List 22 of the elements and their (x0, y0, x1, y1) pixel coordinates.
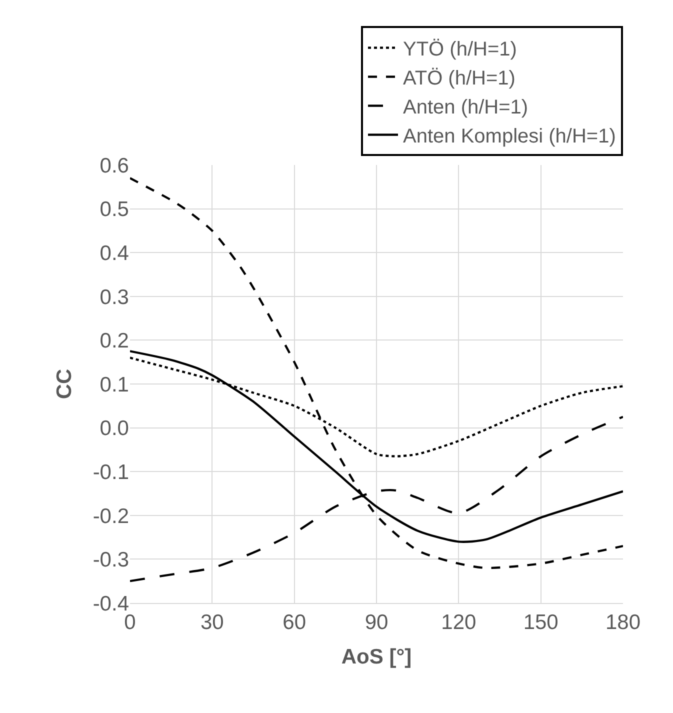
y-tick-label: 0.5 (100, 198, 129, 222)
y-tick-label: -0.3 (92, 548, 129, 572)
y-tick-label: 0.1 (100, 373, 129, 396)
y-tick-label: 0.3 (100, 286, 129, 309)
y-tick-label: 0.6 (100, 154, 129, 178)
x-tick-label: 60 (282, 611, 306, 634)
y-tick-label: 0.4 (100, 242, 130, 265)
x-tick-label: 180 (605, 611, 641, 634)
y-tick-label: -0.2 (92, 504, 129, 528)
y-tick-label: 0.0 (100, 417, 129, 440)
legend-label: Anten (h/H=1) (403, 96, 528, 119)
legend-label: YTÖ (h/H=1) (403, 38, 517, 61)
legend-label: Anten Komplesi (h/H=1) (403, 126, 616, 148)
y-axis-title: CC (52, 368, 76, 400)
x-tick-label: 150 (523, 611, 558, 634)
y-tick-label: 0.2 (100, 330, 129, 353)
x-tick-label: 120 (441, 611, 476, 634)
x-tick-label: 30 (200, 611, 224, 634)
legend-label: ATÖ (h/H=1) (403, 68, 516, 90)
x-axis-title: AoS [°] (341, 645, 412, 668)
y-tick-label: -0.1 (92, 460, 129, 484)
x-tick-label: 90 (364, 611, 388, 634)
